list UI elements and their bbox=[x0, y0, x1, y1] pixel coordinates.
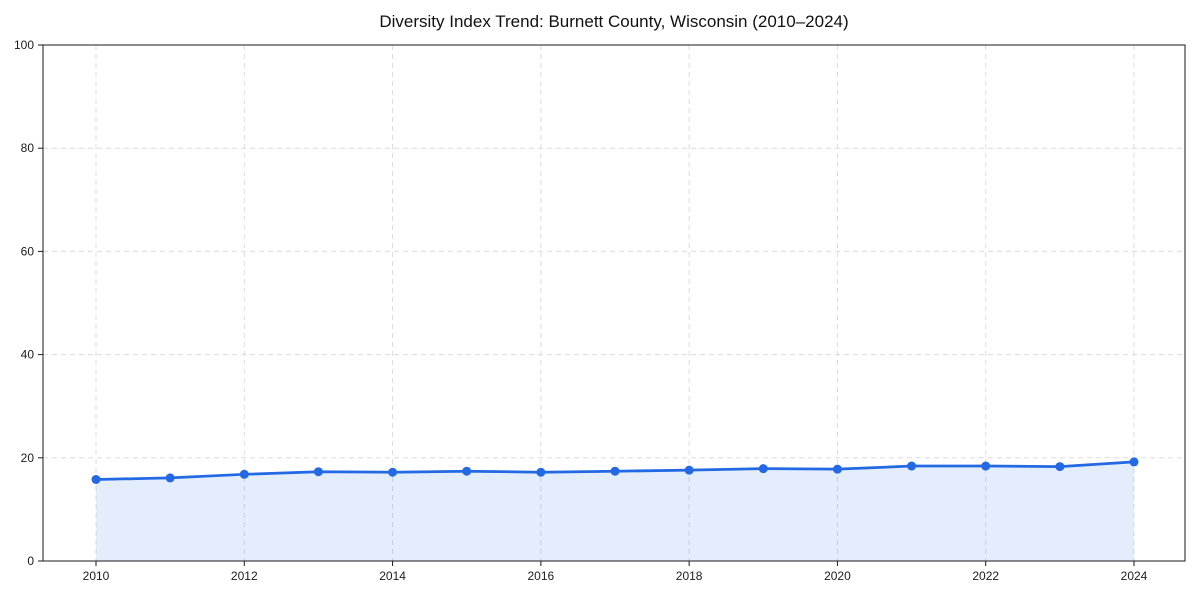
data-point bbox=[832, 464, 842, 474]
x-tick-label: 2014 bbox=[379, 569, 406, 583]
y-tick-label: 60 bbox=[21, 244, 35, 258]
data-point bbox=[536, 467, 546, 477]
data-point bbox=[610, 466, 620, 476]
y-tick-label: 40 bbox=[21, 348, 35, 362]
data-point bbox=[239, 469, 249, 479]
x-tick-label: 2012 bbox=[231, 569, 258, 583]
plot-border bbox=[42, 44, 1186, 562]
data-point bbox=[165, 473, 175, 483]
y-tick-label: 20 bbox=[21, 451, 35, 465]
y-tick-label: 100 bbox=[14, 38, 34, 52]
data-point bbox=[907, 461, 917, 471]
y-tick-label: 80 bbox=[21, 141, 35, 155]
data-point bbox=[1055, 462, 1065, 472]
data-point bbox=[981, 461, 991, 471]
x-tick-label: 2018 bbox=[676, 569, 703, 583]
area-fill bbox=[96, 461, 1134, 561]
y-tick-label: 0 bbox=[27, 554, 34, 568]
data-point bbox=[758, 464, 768, 474]
x-tick-label: 2010 bbox=[83, 569, 110, 583]
x-tick-label: 2024 bbox=[1121, 569, 1148, 583]
data-point bbox=[388, 467, 398, 477]
x-tick-label: 2022 bbox=[972, 569, 999, 583]
data-point bbox=[91, 474, 101, 484]
chart-title: Diversity Index Trend: Burnett County, W… bbox=[379, 12, 848, 31]
data-point bbox=[462, 466, 472, 476]
x-tick-label: 2020 bbox=[824, 569, 851, 583]
data-point bbox=[1129, 457, 1139, 467]
x-tick-label: 2016 bbox=[528, 569, 555, 583]
data-point bbox=[313, 467, 323, 477]
data-point bbox=[684, 465, 694, 475]
